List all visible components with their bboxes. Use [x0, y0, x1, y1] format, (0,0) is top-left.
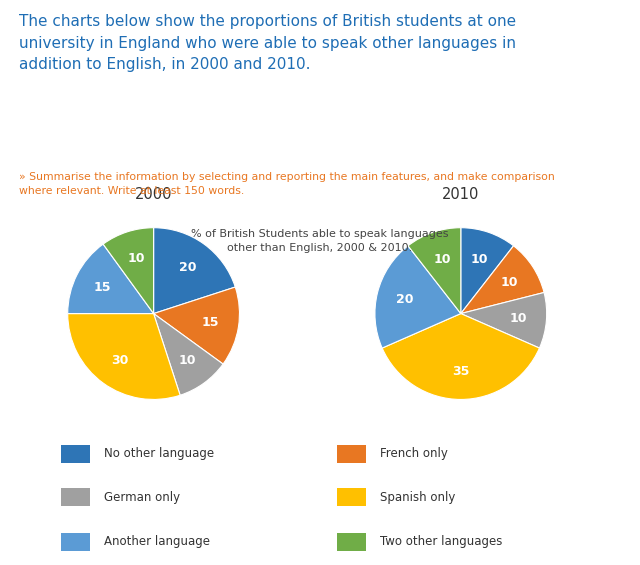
Text: 10: 10 — [500, 276, 518, 289]
Text: 15: 15 — [93, 281, 111, 294]
Text: 20: 20 — [179, 260, 196, 273]
Text: Spanish only: Spanish only — [381, 490, 456, 504]
Text: 15: 15 — [202, 316, 219, 329]
Wedge shape — [461, 293, 547, 348]
Text: The charts below show the proportions of British students at one
university in E: The charts below show the proportions of… — [19, 14, 516, 72]
Text: % of British Students able to speak languages
other than English, 2000 & 2010.: % of British Students able to speak lang… — [191, 229, 449, 253]
Wedge shape — [408, 228, 461, 314]
Wedge shape — [154, 287, 239, 364]
Wedge shape — [154, 314, 223, 396]
Wedge shape — [68, 244, 154, 314]
FancyBboxPatch shape — [337, 533, 366, 551]
Wedge shape — [461, 246, 544, 314]
FancyBboxPatch shape — [337, 488, 366, 506]
Text: Another language: Another language — [104, 536, 210, 549]
Text: 10: 10 — [127, 253, 145, 266]
Text: » Summarise the information by selecting and reporting the main features, and ma: » Summarise the information by selecting… — [19, 172, 555, 196]
Text: 20: 20 — [396, 293, 414, 306]
Text: French only: French only — [381, 447, 449, 460]
Text: 30: 30 — [111, 354, 129, 367]
Text: Two other languages: Two other languages — [381, 536, 503, 549]
Text: No other language: No other language — [104, 447, 214, 460]
Text: 10: 10 — [471, 253, 488, 266]
Wedge shape — [375, 246, 461, 348]
Wedge shape — [103, 228, 154, 314]
Wedge shape — [382, 314, 540, 399]
Text: 35: 35 — [452, 364, 470, 377]
Wedge shape — [154, 228, 236, 314]
Text: 10: 10 — [179, 354, 196, 367]
FancyBboxPatch shape — [61, 445, 90, 463]
FancyBboxPatch shape — [61, 533, 90, 551]
Text: 10: 10 — [433, 253, 451, 266]
Wedge shape — [461, 228, 513, 314]
FancyBboxPatch shape — [61, 488, 90, 506]
Text: 10: 10 — [509, 312, 527, 325]
FancyBboxPatch shape — [337, 445, 366, 463]
Wedge shape — [68, 314, 180, 399]
Text: German only: German only — [104, 490, 180, 504]
Title: 2010: 2010 — [442, 187, 479, 202]
Title: 2000: 2000 — [135, 187, 172, 202]
